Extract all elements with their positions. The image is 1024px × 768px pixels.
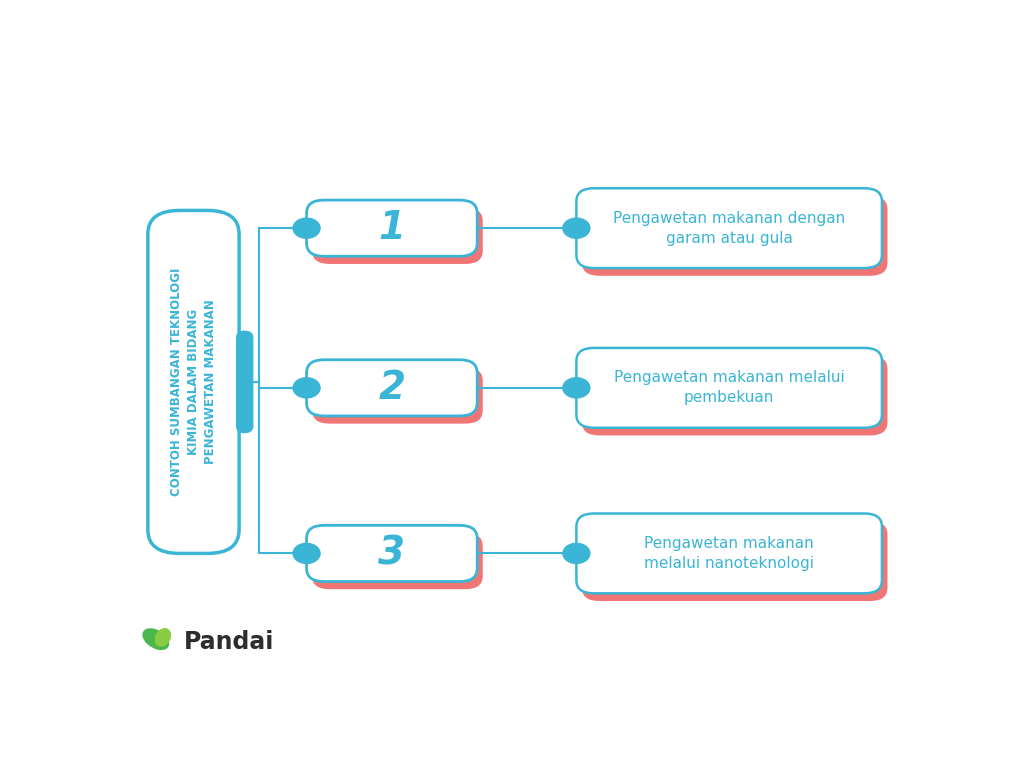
FancyBboxPatch shape	[577, 514, 882, 594]
FancyBboxPatch shape	[577, 348, 882, 428]
FancyBboxPatch shape	[577, 188, 882, 268]
FancyBboxPatch shape	[312, 367, 482, 424]
FancyBboxPatch shape	[312, 533, 482, 589]
FancyBboxPatch shape	[306, 525, 477, 581]
Text: Pengawetan makanan
melalui nanoteknologi: Pengawetan makanan melalui nanoteknologi	[644, 536, 814, 571]
Text: Pengawetan makanan dengan
garam atau gula: Pengawetan makanan dengan garam atau gul…	[613, 210, 845, 246]
FancyBboxPatch shape	[236, 330, 253, 433]
Text: Pandai: Pandai	[183, 630, 274, 654]
Text: Pengawetan makanan melalui
pembekuan: Pengawetan makanan melalui pembekuan	[613, 370, 845, 406]
Circle shape	[563, 544, 590, 564]
Text: 1: 1	[379, 209, 406, 247]
Circle shape	[293, 378, 321, 398]
Circle shape	[563, 218, 590, 238]
Circle shape	[293, 544, 321, 564]
FancyBboxPatch shape	[582, 356, 888, 435]
Circle shape	[293, 218, 321, 238]
Text: 2: 2	[379, 369, 406, 407]
FancyBboxPatch shape	[582, 196, 888, 276]
FancyBboxPatch shape	[582, 521, 888, 601]
Text: 3: 3	[379, 535, 406, 572]
Ellipse shape	[156, 629, 170, 646]
Circle shape	[563, 378, 590, 398]
Ellipse shape	[143, 629, 169, 650]
FancyBboxPatch shape	[147, 210, 240, 554]
FancyBboxPatch shape	[306, 359, 477, 416]
Text: CONTOH SUMBANGAN TEKNOLOGI
KIMIA DALAM BIDANG
PENGAWETAN MAKANAN: CONTOH SUMBANGAN TEKNOLOGI KIMIA DALAM B…	[170, 268, 217, 496]
FancyBboxPatch shape	[312, 208, 482, 264]
FancyBboxPatch shape	[306, 200, 477, 257]
